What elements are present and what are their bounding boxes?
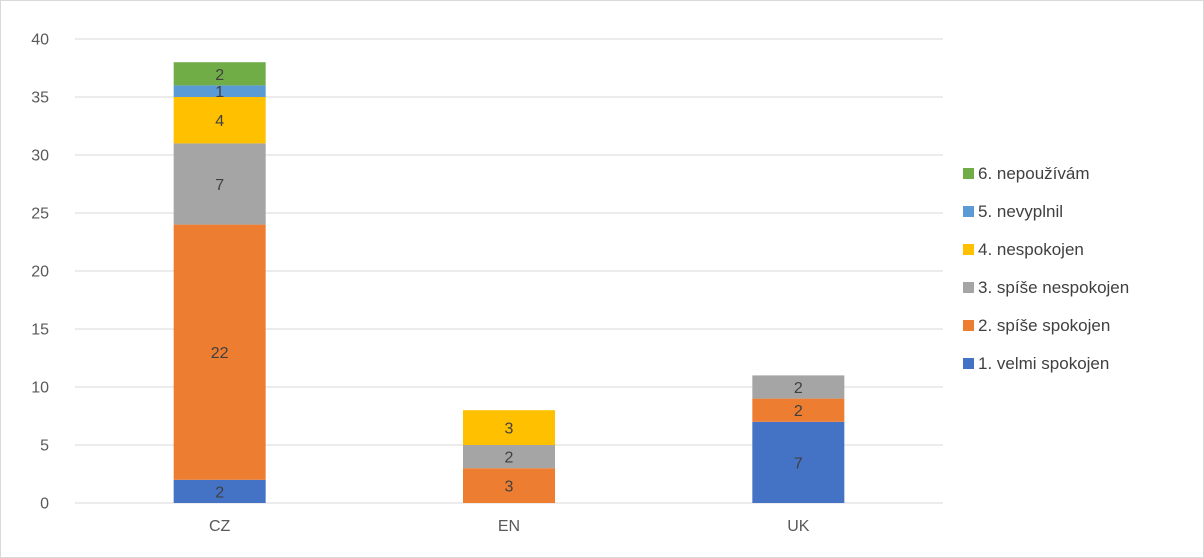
legend-swatch-6-nepouzivam	[963, 168, 974, 179]
bar-cz-1-velmi-spokojen	[173, 479, 266, 503]
y-axis-tick-labels: 0 5 10 15 20 25 30 35 40	[31, 32, 49, 513]
data-label-en-4-nespokojen: 3	[505, 421, 514, 438]
legend-label-1-velmi-spokojen: 1. velmi spokojen	[978, 354, 1109, 373]
legend-label-3-spise-nespokojen: 3. spíše nespokojen	[978, 278, 1129, 297]
data-label-cz-6-nepouzivam: 2	[215, 67, 224, 84]
data-label-en-2-spise-spokojen: 3	[505, 479, 514, 496]
data-label-uk-1-velmi-spokojen: 7	[794, 455, 803, 472]
data-label-cz-5-nevyplnil: 1	[215, 84, 224, 101]
legend-swatch-5-nevyplnil	[963, 206, 974, 217]
x-tick-label-cz: CZ	[209, 518, 231, 535]
bar-cz-3-spise-nespokojen	[173, 143, 266, 225]
bar-uk-3-spise-nespokojen	[752, 375, 845, 399]
y-tick-label-15: 15	[31, 322, 49, 339]
x-axis-tick-labels: CZ EN UK	[209, 518, 810, 535]
data-label-cz-2-spise-spokojen: 22	[211, 345, 229, 362]
bar-cz-4-nespokojen	[173, 97, 266, 144]
bar-en-4-nespokojen	[463, 410, 555, 445]
x-tick-label-en: EN	[498, 518, 520, 535]
data-label-en-3-spise-nespokojen: 2	[505, 450, 514, 467]
bar-uk-1-velmi-spokojen	[752, 421, 845, 503]
legend-label-2-spise-spokojen: 2. spíše spokojen	[978, 316, 1110, 335]
data-label-cz-4-nespokojen: 4	[215, 113, 224, 130]
legend-swatch-3-spise-nespokojen	[963, 282, 974, 293]
y-tick-label-5: 5	[40, 438, 49, 455]
data-label-uk-3-spise-nespokojen: 2	[794, 380, 803, 397]
x-tick-label-uk: UK	[787, 518, 810, 535]
y-tick-label-35: 35	[31, 90, 49, 107]
bars	[173, 62, 845, 503]
legend: 6. nepoužívám 5. nevyplnil 4. nespokojen 3.…	[963, 164, 1129, 373]
y-tick-label-10: 10	[31, 380, 49, 397]
bar-cz-6-nepouzivam	[173, 62, 266, 86]
legend-label-6-nepouzivam: 6. nepoužívám	[978, 164, 1090, 183]
bar-cz-2-spise-spokojen	[173, 224, 266, 480]
bar-en-3-spise-nespokojen	[463, 445, 555, 469]
bar-cz-5-nevyplnil	[173, 85, 266, 97]
legend-label-4-nespokojen: 4. nespokojen	[978, 240, 1084, 259]
bar-en-2-spise-spokojen	[463, 468, 555, 503]
legend-swatch-1-velmi-spokojen	[963, 358, 974, 369]
y-tick-label-30: 30	[31, 148, 49, 165]
legend-swatch-4-nespokojen	[963, 244, 974, 255]
legend-swatch-2-spise-spokojen	[963, 320, 974, 331]
legend-label-5-nevyplnil: 5. nevyplnil	[978, 202, 1063, 221]
y-tick-label-40: 40	[31, 32, 49, 49]
data-label-cz-3-spise-nespokojen: 7	[215, 177, 224, 194]
bar-uk-2-spise-spokojen	[752, 398, 845, 422]
data-label-uk-2-spise-spokojen: 2	[794, 403, 803, 420]
data-label-cz-1-velmi-spokojen: 2	[215, 484, 224, 501]
y-tick-label-0: 0	[40, 496, 49, 513]
y-tick-label-25: 25	[31, 206, 49, 223]
y-tick-label-20: 20	[31, 264, 49, 281]
